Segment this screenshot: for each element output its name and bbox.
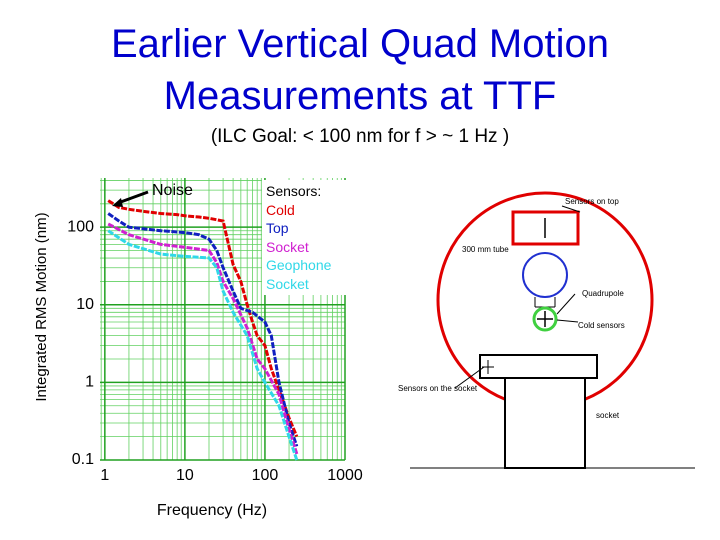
annotation-arrow (117, 190, 149, 205)
socket-body (504, 377, 586, 469)
x-tick-label: 1 (100, 467, 109, 484)
annotation: Noise (152, 182, 193, 199)
series-line (107, 212, 299, 447)
quadrupole (532, 306, 558, 332)
diagram-label: Sensors on the socket (398, 384, 478, 393)
legend: Sensors: Cold Top Socket Geophone Socket (262, 180, 350, 295)
legend-items: Cold Top Socket Geophone Socket (266, 201, 346, 294)
top-sensor-box (511, 210, 580, 246)
legend-entry: Geophone Socket (266, 257, 332, 292)
diagram-label: socket (596, 411, 620, 420)
series-lines (107, 199, 299, 461)
grid (100, 178, 346, 461)
legend-entry: Top (266, 220, 289, 236)
leader-lines (454, 205, 581, 389)
slide-title: Earlier Vertical Quad Motion Measurement… (110, 22, 609, 118)
legend-title: Sensors: (266, 183, 322, 199)
y-tick-label: 0.1 (72, 451, 94, 468)
diagram-label: Quadrupole (582, 289, 624, 298)
legend-entry: Socket (266, 238, 309, 255)
y-tick-label: 1 (85, 374, 94, 391)
socket-top (479, 354, 598, 379)
series-line (107, 222, 299, 455)
diagram-label: Cold sensors (578, 321, 625, 330)
diagram-label: 300 mm tube (462, 245, 509, 254)
sensor-icon (537, 218, 553, 327)
y-tick-label: 100 (67, 218, 94, 235)
series-line (107, 199, 299, 438)
x-tick-label: 1000 (327, 467, 363, 484)
series-line (107, 229, 299, 461)
diagram-label: Sensors on top (565, 197, 619, 206)
annotation-arrowhead (112, 198, 123, 207)
x-axis-label: Frequency (Hz) (157, 502, 267, 519)
legend-entry: Cold (266, 201, 295, 218)
x-tick-label: 10 (176, 467, 194, 484)
slide-subtitle: (ILC Goal: < 100 nm for f > ~ 1 Hz ) (210, 126, 510, 147)
tube (522, 252, 568, 298)
y-axis-label: Integrated RMS Motion (nm) (33, 212, 50, 401)
y-tick-label: 10 (76, 296, 94, 313)
x-tick-label: 100 (252, 467, 279, 484)
diagram: Sensors on top 300 mm tube Quadrupole Co… (398, 191, 695, 469)
